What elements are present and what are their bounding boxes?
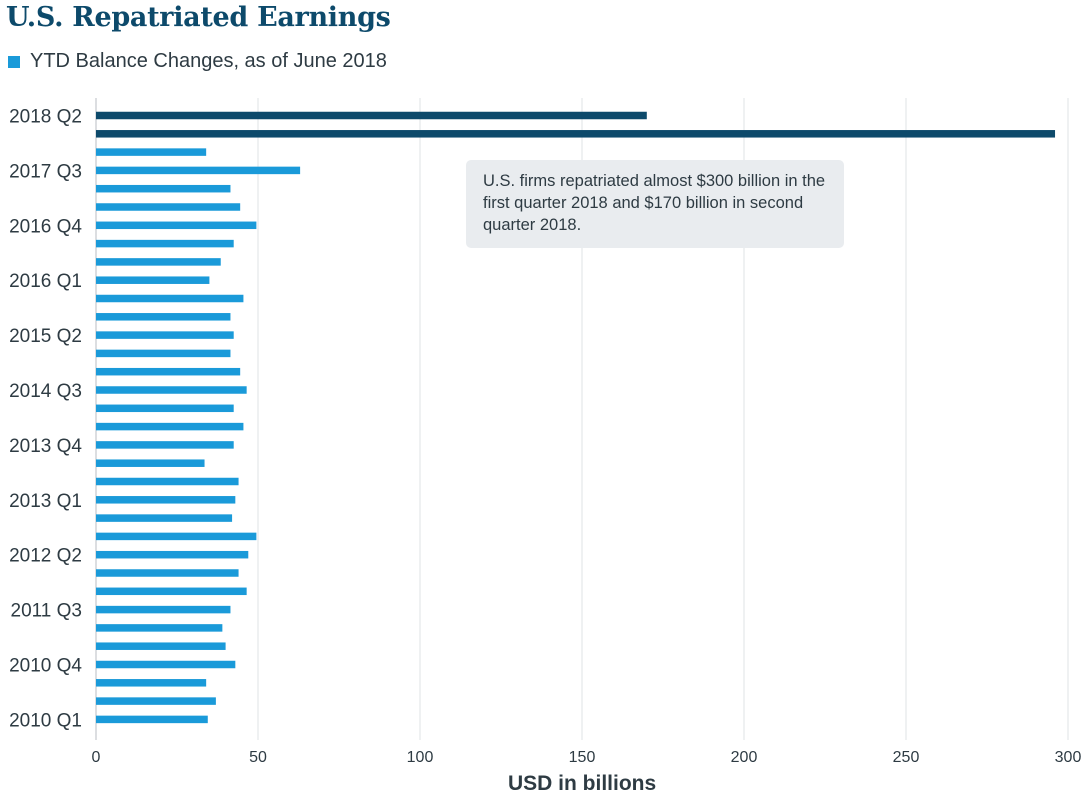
x-tick-label: 250 bbox=[893, 749, 920, 766]
bar bbox=[96, 184, 231, 193]
y-tick-label: 2013 Q4 bbox=[9, 436, 82, 457]
bar bbox=[96, 313, 231, 321]
bar bbox=[96, 459, 205, 467]
bar bbox=[96, 532, 257, 541]
y-tick-label: 2018 Q2 bbox=[9, 107, 82, 128]
y-tick-label: 2013 Q1 bbox=[9, 491, 82, 512]
x-tick-label: 0 bbox=[92, 749, 101, 766]
bar bbox=[96, 258, 221, 266]
y-tick-label: 2014 Q3 bbox=[9, 381, 82, 402]
bar bbox=[96, 569, 239, 577]
y-tick-label: 2016 Q4 bbox=[9, 216, 82, 237]
y-tick-label: 2017 Q3 bbox=[9, 161, 82, 182]
annotation-box: U.S. firms repatriated almost $300 billi… bbox=[466, 160, 844, 248]
bar bbox=[96, 624, 223, 632]
bar bbox=[96, 203, 241, 211]
x-tick-label: 150 bbox=[569, 749, 596, 766]
bar bbox=[96, 349, 231, 358]
bar bbox=[96, 697, 216, 705]
bar bbox=[96, 477, 239, 486]
bar bbox=[96, 642, 226, 650]
bar bbox=[96, 367, 241, 376]
x-tick-label: 100 bbox=[407, 749, 434, 766]
bar bbox=[96, 496, 236, 504]
x-tick-label: 200 bbox=[731, 749, 758, 766]
bar bbox=[96, 605, 231, 614]
bar bbox=[96, 386, 247, 394]
bar bbox=[96, 587, 247, 596]
bar bbox=[96, 221, 257, 230]
bar bbox=[96, 441, 234, 449]
y-tick-label: 2012 Q2 bbox=[9, 546, 82, 567]
legend-label: YTD Balance Changes, as of June 2018 bbox=[30, 50, 387, 72]
bar bbox=[96, 514, 233, 522]
x-tick-label: 50 bbox=[249, 749, 267, 766]
bar bbox=[96, 276, 210, 284]
bar bbox=[96, 422, 244, 431]
bar bbox=[96, 111, 647, 120]
legend: YTD Balance Changes, as of June 2018 bbox=[8, 50, 387, 73]
bar bbox=[96, 331, 234, 339]
bar bbox=[96, 130, 1056, 138]
bar bbox=[96, 239, 234, 248]
y-tick-label: 2010 Q4 bbox=[9, 656, 82, 677]
x-tick-label: 300 bbox=[1055, 749, 1082, 766]
y-tick-label: 2011 Q3 bbox=[11, 601, 82, 622]
y-tick-label: 2016 Q1 bbox=[9, 271, 82, 292]
bar bbox=[96, 660, 236, 669]
chart-title: U.S. Repatriated Earnings bbox=[6, 2, 391, 33]
bar bbox=[96, 550, 249, 559]
y-tick-label: 2010 Q1 bbox=[9, 710, 82, 731]
bar bbox=[96, 404, 234, 413]
bar bbox=[96, 679, 207, 687]
y-tick-label: 2015 Q2 bbox=[9, 326, 82, 347]
bar bbox=[96, 294, 244, 303]
bar bbox=[96, 715, 208, 724]
legend-swatch bbox=[8, 55, 20, 68]
bar bbox=[96, 148, 207, 156]
x-axis-label: USD in billions bbox=[508, 772, 657, 795]
bar bbox=[96, 166, 301, 175]
